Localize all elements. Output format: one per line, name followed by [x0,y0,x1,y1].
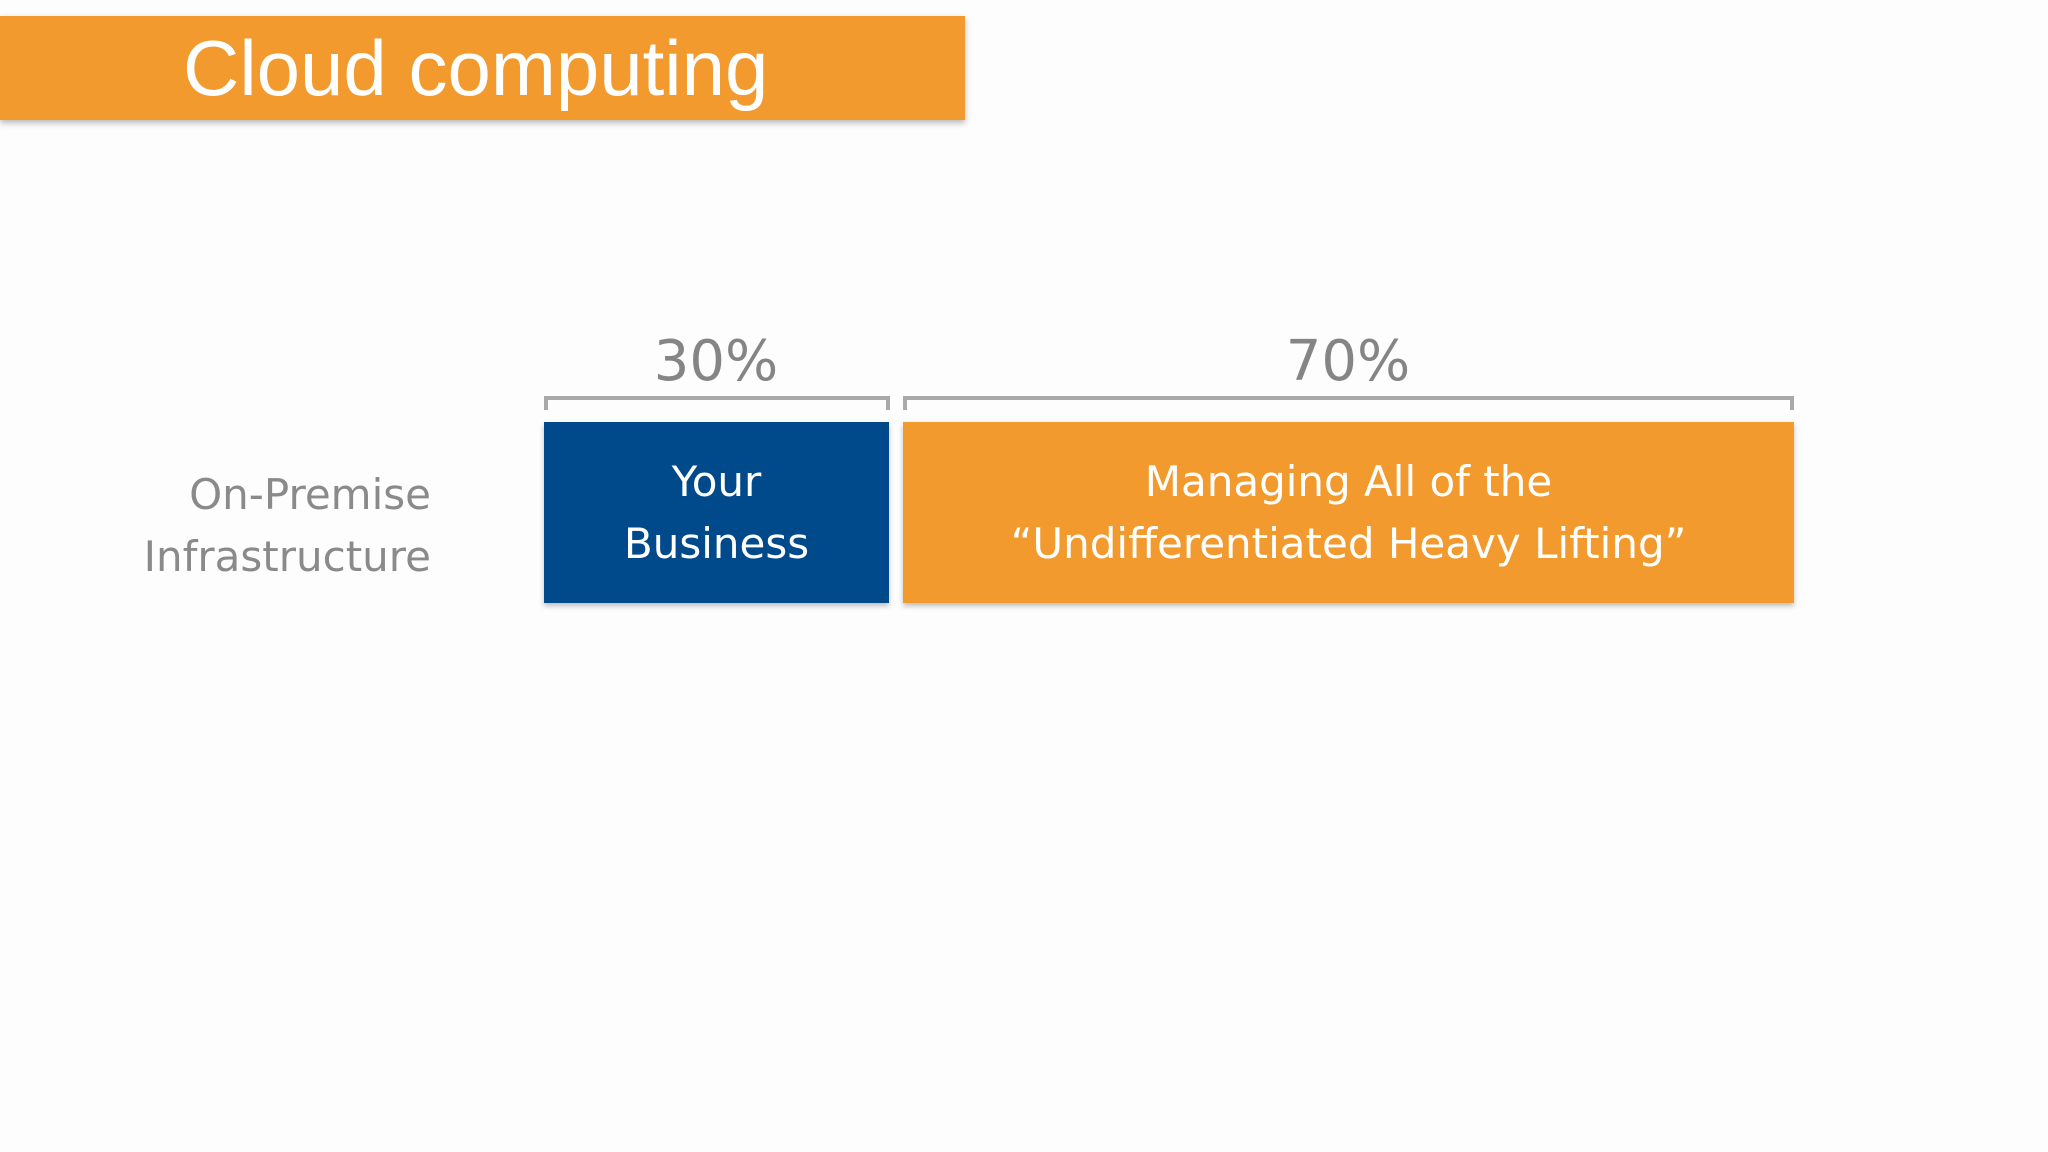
heavy-lifting-line1: Managing All of the [1144,456,1553,506]
heavy-lifting-line2: “Undifferentiated Heavy Lifting” [1010,518,1687,568]
your-business-line1: Your [671,456,762,506]
your-business-line2: Business [623,518,810,568]
row-label-line1: On-Premise [189,470,431,519]
percent-label-business: 30% [653,329,779,394]
title-banner: Cloud computing [0,16,965,120]
heavy-lifting-box: Managing All of the “Undifferentiated He… [903,422,1794,603]
percent-label-heavy-lifting: 70% [1285,329,1411,394]
slide-title: Cloud computing [183,24,769,112]
bracket-heavy-lifting [903,396,1794,410]
your-business-box: Your Business [544,422,889,603]
row-label: On-Premise Infrastructure [144,464,431,588]
bracket-business [544,396,890,410]
row-label-line2: Infrastructure [143,532,431,581]
